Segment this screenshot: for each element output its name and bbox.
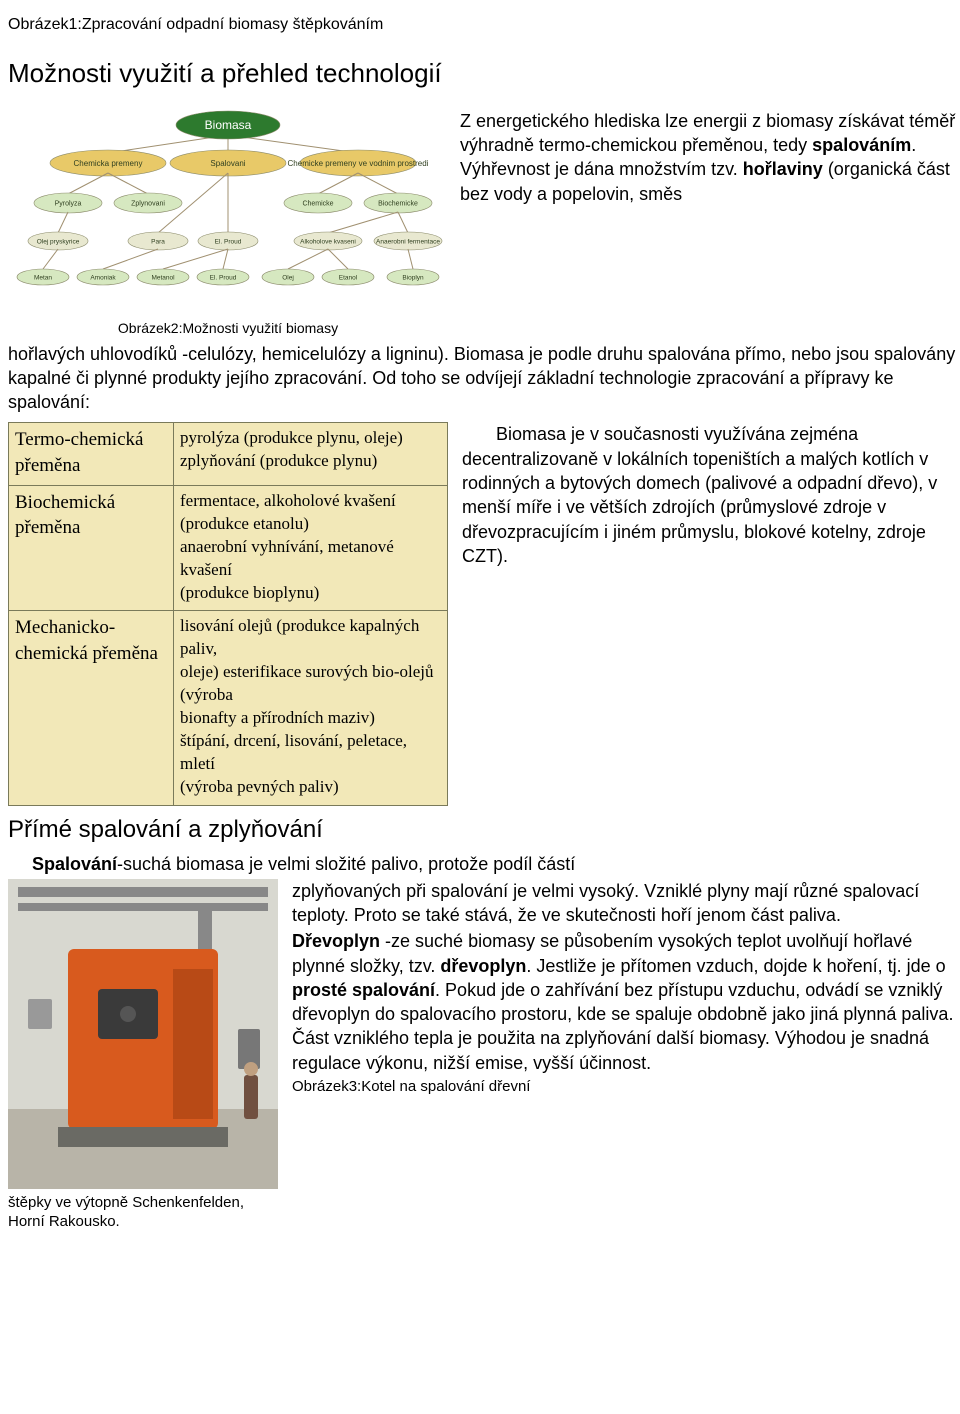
bold-spalovani: Spalování xyxy=(32,854,117,874)
section-heading-moznosti: Možnosti využití a přehled technologií xyxy=(8,56,956,91)
table-cell-category: Termo-chemická přeměna xyxy=(9,423,174,485)
biomass-diagram-container: Chemicka premeny Spalovani Chemicke premen… xyxy=(8,107,448,338)
section-heading-prime-spalovani: Přímé spalování a zplyňování xyxy=(8,814,956,846)
bold-drevoplyn-2: dřevoplyn xyxy=(440,956,526,976)
table-cell-processes: fermentace, alkoholové kvašení (produkce… xyxy=(174,485,448,611)
svg-text:Olej pryskyrice: Olej pryskyrice xyxy=(37,238,80,245)
svg-text:Chemicke: Chemicke xyxy=(302,200,333,207)
table-cell-processes: lisování olejů (produkce kapalných paliv… xyxy=(174,611,448,806)
paragraph-intro-full: hořlavých uhlovodíků -celulózy, hemicelu… xyxy=(8,342,956,415)
row-table-and-text: Termo-chemická přeměnapyrolýza (produkce… xyxy=(8,422,956,805)
paragraph-intro-right: Z energetického hlediska lze energii z b… xyxy=(460,107,956,206)
svg-text:El. Proud: El. Proud xyxy=(215,238,242,245)
paragraph-spalovani-body: zplyňovaných při spalování je velmi vyso… xyxy=(292,879,956,1100)
bold-drevoplyn: Dřevoplyn xyxy=(292,931,380,951)
svg-text:Zplynovani: Zplynovani xyxy=(131,200,165,207)
paragraph-biomasa-soucasnost: Biomasa je v současnosti využívána zejmé… xyxy=(462,422,956,568)
boiler-image xyxy=(8,879,278,1189)
svg-text:El. Proud: El. Proud xyxy=(210,274,237,281)
bold-proste-spalovani: prosté spalování xyxy=(292,980,435,1000)
svg-text:Pyrolyza: Pyrolyza xyxy=(55,200,82,207)
text-span: zplyňovaných při spalování je velmi vyso… xyxy=(292,881,919,925)
technology-table: Termo-chemická přeměnapyrolýza (produkce… xyxy=(8,422,448,805)
text-span: Biomasa je v současnosti využívána zejmé… xyxy=(462,424,937,565)
bold-spalovanim: spalováním xyxy=(812,135,911,155)
image-caption-3b: štěpky ve výtopně Schenkenfelden, Horní … xyxy=(8,1193,278,1232)
svg-text:Biochemicke: Biochemicke xyxy=(378,200,418,207)
image-caption-3: Obrázek3:Kotel na spalování dřevní xyxy=(292,1077,956,1097)
table-cell-category: Biochemická přeměna xyxy=(9,485,174,611)
row-boiler-and-text: štěpky ve výtopně Schenkenfelden, Horní … xyxy=(8,879,956,1232)
svg-text:Spalovani: Spalovani xyxy=(210,158,245,167)
image-caption-1: Obrázek1:Zpracování odpadní biomasy štěp… xyxy=(8,14,956,36)
image-caption-2: Obrázek2:Možnosti využití biomasy xyxy=(8,319,448,338)
table-row: Biochemická přeměnafermentace, alkoholov… xyxy=(9,485,448,611)
svg-text:Metan: Metan xyxy=(34,274,52,281)
paragraph-spalovani-lead: Spalování-suchá biomasa je velmi složité… xyxy=(32,852,956,876)
row-diagram-and-text: Chemicka premeny Spalovani Chemicke premen… xyxy=(8,107,956,338)
svg-text:Chemicka premeny: Chemicka premeny xyxy=(74,158,143,167)
table-cell-processes: pyrolýza (produkce plynu, oleje)zplyňová… xyxy=(174,423,448,485)
svg-text:Amoniak: Amoniak xyxy=(90,274,116,281)
bold-horlaviny: hořlaviny xyxy=(743,159,823,179)
svg-text:Etanol: Etanol xyxy=(339,274,358,281)
svg-text:Chemicke premeny ve vodnim pro: Chemicke premeny ve vodnim prostredi xyxy=(288,158,429,167)
text-span: -suchá biomasa je velmi složité palivo, … xyxy=(117,854,575,874)
svg-text:Para: Para xyxy=(151,238,165,245)
table-row: Mechanicko-chemická přeměnalisování olej… xyxy=(9,611,448,806)
biomass-diagram: Chemicka premeny Spalovani Chemicke premen… xyxy=(8,107,448,317)
boiler-image-container: štěpky ve výtopně Schenkenfelden, Horní … xyxy=(8,879,278,1232)
table-cell-category: Mechanicko-chemická přeměna xyxy=(9,611,174,806)
svg-text:Alkoholove kvaseni: Alkoholove kvaseni xyxy=(300,238,356,245)
svg-text:Biomasa: Biomasa xyxy=(205,118,252,132)
svg-text:Anaerobni fermentace: Anaerobni fermentace xyxy=(376,238,440,245)
text-span: . Jestliže je přítomen vzduch, dojde k h… xyxy=(526,956,945,976)
svg-text:Bioplyn: Bioplyn xyxy=(402,274,424,281)
svg-text:Metanol: Metanol xyxy=(151,274,175,281)
svg-text:Olej: Olej xyxy=(282,274,294,281)
table-row: Termo-chemická přeměnapyrolýza (produkce… xyxy=(9,423,448,485)
